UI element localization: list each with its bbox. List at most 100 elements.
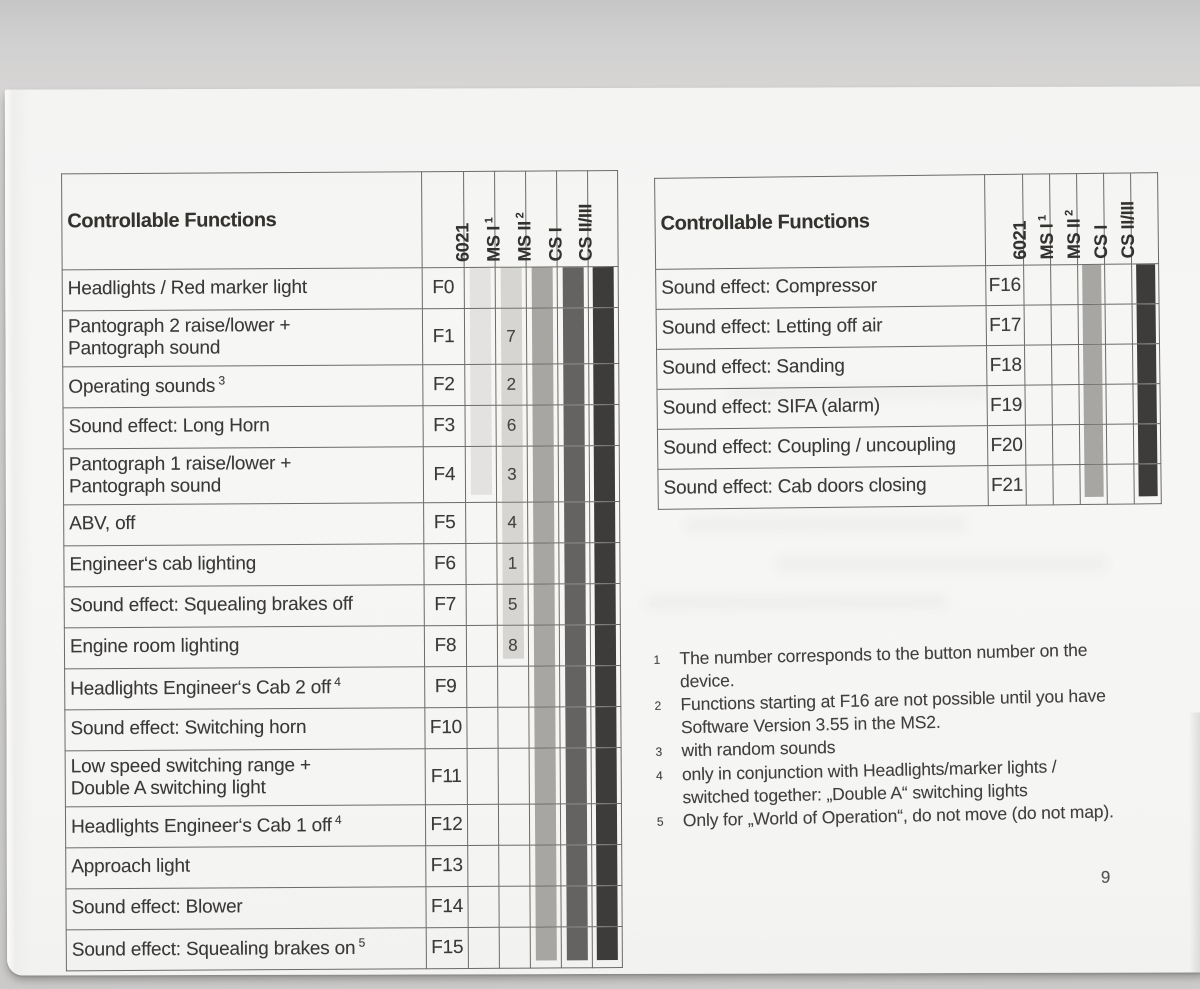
cell-msi: 5 xyxy=(497,584,529,626)
cell-msii xyxy=(529,803,561,846)
table-row: Headlights Engineer‘s Cab 1 off 4 F12 xyxy=(65,803,622,848)
cell-msii xyxy=(529,885,562,928)
cell-csi xyxy=(558,445,590,502)
function-number: F17 xyxy=(986,305,1025,346)
cell-csii xyxy=(590,706,622,748)
column-header-label: MS II 2 xyxy=(513,212,535,262)
cell-csi xyxy=(559,665,591,707)
cell-c6021 xyxy=(466,625,498,667)
cell-csii xyxy=(589,501,620,543)
function-label: Sound effect: Squealing brakes on 5 xyxy=(66,927,427,971)
cell-msi xyxy=(498,748,530,805)
cell-msi xyxy=(1050,264,1079,305)
function-number: F19 xyxy=(986,385,1026,426)
table-row: Sound effect: SIFA (alarm) F19 xyxy=(656,383,1161,430)
function-label: Operating sounds 3 xyxy=(62,364,423,408)
cell-c6021 xyxy=(1025,424,1053,466)
function-label: Sound effect: Cab doors closing xyxy=(657,465,989,510)
table-row: Operating sounds 3 F2 2 xyxy=(62,363,619,408)
table-row: Sound effect: Squealing brakes on 5 F15 xyxy=(66,926,623,971)
cell-csii xyxy=(591,803,622,845)
function-number: F1 xyxy=(422,308,465,365)
footnote-marker: 3 xyxy=(655,744,663,759)
cell-csi xyxy=(1106,463,1135,505)
cell-c6021 xyxy=(464,267,496,309)
function-label: Sound effect: Sanding xyxy=(656,345,987,390)
cell-c6021 xyxy=(464,405,497,447)
cell-msii xyxy=(1078,304,1106,345)
cell-csii xyxy=(591,885,623,927)
cell-csii xyxy=(590,583,621,625)
function-number: F2 xyxy=(422,364,465,406)
page-showthrough xyxy=(685,517,967,532)
cell-csi xyxy=(1105,303,1133,345)
table-row: Approach light F13 xyxy=(65,844,622,889)
header-row: Controllable Functions 6021 MS I 1 MS II 2 C… xyxy=(61,170,619,270)
cell-msii xyxy=(528,583,560,626)
function-label: Sound effect: Switching horn xyxy=(64,707,426,751)
table-row: Engine room lighting F8 8 xyxy=(64,624,621,669)
cell-csii xyxy=(590,665,621,707)
footnotes: 1 The number corresponds to the button nu… xyxy=(651,638,1147,834)
cell-msi: 6 xyxy=(495,405,528,447)
table-row: Sound effect: Cab doors closing F21 xyxy=(657,463,1162,510)
cell-csii xyxy=(588,266,619,308)
cell-csii xyxy=(588,307,619,364)
cell-csi xyxy=(560,747,592,804)
cell-msi: 7 xyxy=(495,308,527,365)
function-label: Headlights / Red marker light xyxy=(62,267,423,311)
left-table-wrapper: Controllable Functions 6021 MS I 1 MS II 2 C… xyxy=(61,170,623,972)
cell-csi xyxy=(558,542,591,584)
cell-msi: 1 xyxy=(496,543,529,585)
column-header-label: CS I xyxy=(544,227,566,262)
cell-csii xyxy=(589,445,620,502)
cell-msi xyxy=(1051,384,1080,425)
cell-msi xyxy=(499,927,531,969)
cell-csi xyxy=(1105,383,1134,425)
cell-csii xyxy=(1132,383,1161,424)
cell-csi xyxy=(560,844,592,886)
cell-msii xyxy=(1079,424,1107,465)
function-label: Sound effect: Letting off air xyxy=(656,305,987,350)
function-number: F11 xyxy=(425,748,468,805)
function-number: F0 xyxy=(422,267,465,309)
cell-csii xyxy=(592,926,623,968)
column-header-label: 6021 xyxy=(1009,220,1030,260)
cell-msi: 2 xyxy=(495,364,527,406)
cell-msi xyxy=(497,666,529,708)
table-row: Engineer‘s cab lighting F6 1 xyxy=(63,542,621,587)
cell-msii xyxy=(526,404,559,447)
cell-c6021 xyxy=(466,584,498,626)
cell-c6021 xyxy=(466,666,498,708)
column-header-label: MS II 2 xyxy=(1062,210,1084,260)
controllable-functions-table-f16-f21: Controllable Functions 6021 MS I 1 MS II 2 C… xyxy=(654,172,1162,510)
column-header-csii: CS II/III xyxy=(575,170,619,267)
column-header-csii: CS II/III xyxy=(1117,172,1159,264)
cell-c6021 xyxy=(467,748,499,805)
cell-msi xyxy=(1052,464,1081,505)
cell-msii xyxy=(1077,264,1106,305)
table-row: Headlights Engineer‘s Cab 2 off 4 F9 xyxy=(64,665,621,710)
cell-csi xyxy=(557,363,589,405)
function-label: Pantograph 2 raise/lower + Pantograph so… xyxy=(62,308,423,367)
cell-msii xyxy=(527,501,559,544)
function-number: F4 xyxy=(423,446,466,503)
cell-msi xyxy=(495,267,527,309)
table-title: Controllable Functions xyxy=(61,171,423,270)
cell-csii xyxy=(1132,303,1160,344)
cell-c6021 xyxy=(1024,384,1053,426)
function-number: F7 xyxy=(424,584,467,626)
cell-msi xyxy=(1052,424,1080,465)
cell-c6021 xyxy=(467,845,499,887)
function-label: ABV, off xyxy=(63,502,424,546)
cell-csii xyxy=(591,747,622,804)
function-label: Sound effect: Squealing brakes off xyxy=(64,584,425,628)
function-number: F20 xyxy=(987,425,1026,466)
right-table-wrapper: Controllable Functions 6021 MS I 1 MS II 2 C… xyxy=(654,172,1162,510)
column-header-label: MS I 1 xyxy=(482,217,504,262)
cell-csi xyxy=(559,583,591,625)
cell-csi xyxy=(557,307,589,364)
cell-csii xyxy=(590,624,621,666)
table-row: ABV, off F5 4 xyxy=(63,501,620,546)
cell-c6021 xyxy=(465,446,497,503)
